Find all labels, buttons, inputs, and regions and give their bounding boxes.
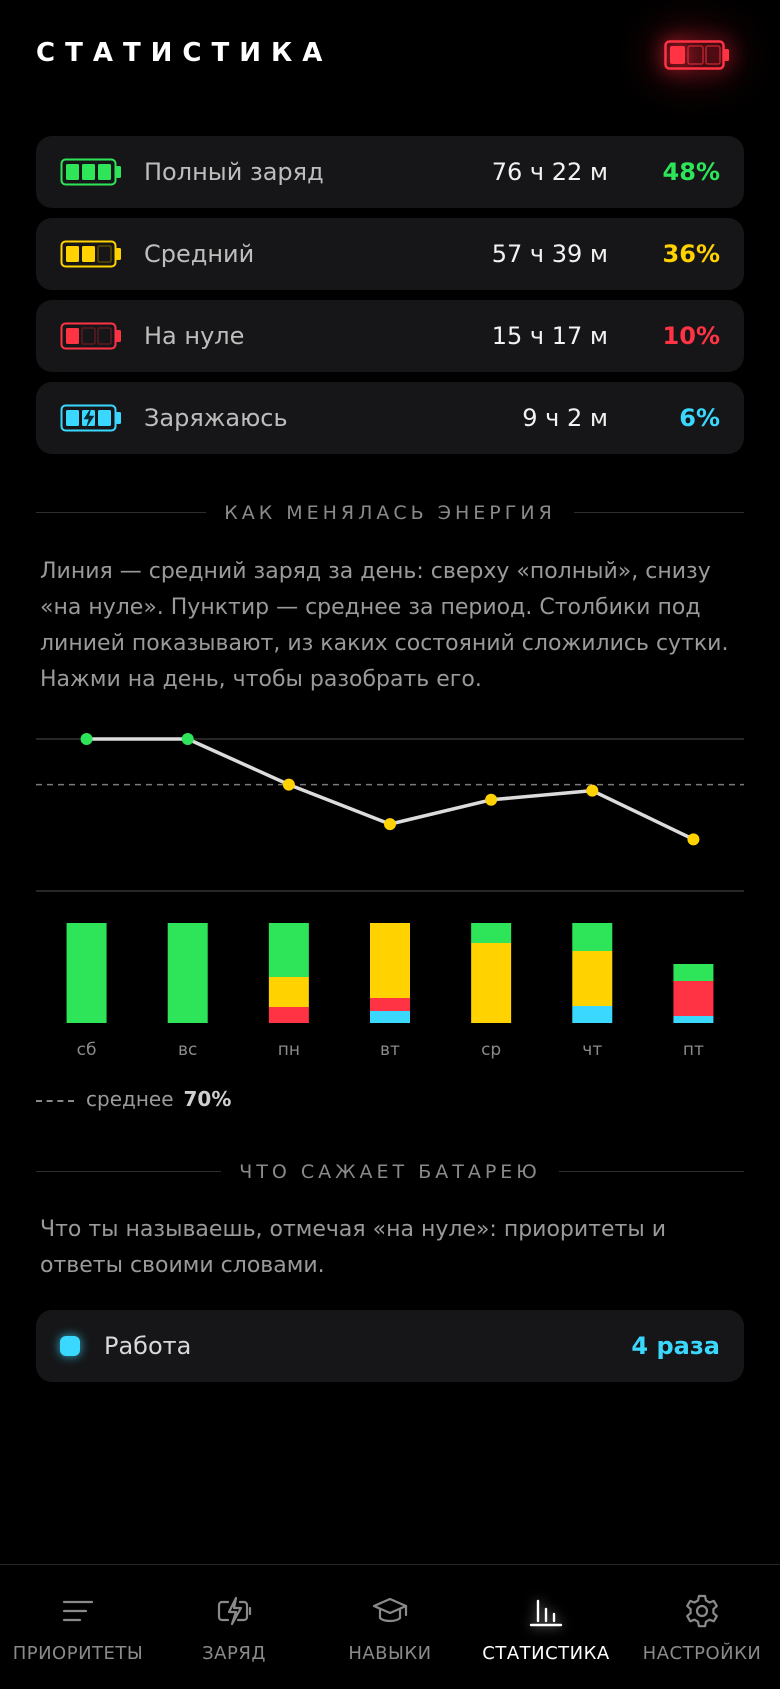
tab-skills[interactable]: НАВЫКИ bbox=[312, 1565, 468, 1689]
drain-section-title: ЧТО САЖАЕТ БАТАРЕЮ bbox=[221, 1161, 559, 1183]
stat-row-charging[interactable]: Заряжаюсь 9 ч 2 м 6% bbox=[36, 382, 744, 454]
bar-chart-icon bbox=[529, 1599, 563, 1627]
stat-duration: 57 ч 39 м bbox=[491, 240, 608, 268]
stat-label: Заряжаюсь bbox=[144, 404, 288, 432]
average-legend: среднее 70% bbox=[36, 1084, 231, 1114]
day-label: вс bbox=[178, 1040, 197, 1060]
drain-item-label: Работа bbox=[104, 1332, 192, 1360]
stacked-bar-segment bbox=[370, 1011, 410, 1023]
stacked-bar-segment bbox=[268, 923, 309, 977]
stacked-bar-segment bbox=[471, 943, 512, 1023]
gear-icon bbox=[686, 1594, 718, 1628]
day-label: пт bbox=[683, 1040, 704, 1060]
stat-row-empty[interactable]: На нуле 15 ч 17 м 10% bbox=[36, 300, 744, 372]
stacked-bar-segment bbox=[673, 981, 714, 1016]
stacked-bar-segment bbox=[268, 977, 309, 1007]
stat-duration: 9 ч 2 м bbox=[522, 404, 608, 432]
energy-section-header: КАК МЕНЯЛАСЬ ЭНЕРГИЯ bbox=[36, 498, 744, 528]
bottom-tab-bar: ПРИОРИТЕТЫ ЗАРЯД НАВЫКИ СТАТИСТИКА НАСТР… bbox=[0, 1564, 780, 1689]
stacked-bar-segment bbox=[572, 951, 613, 1006]
tab-label: ЗАРЯД bbox=[202, 1643, 266, 1664]
line-point bbox=[485, 793, 498, 806]
average-legend-label: среднее bbox=[86, 1087, 174, 1111]
stat-percent: 6% bbox=[679, 404, 720, 432]
drain-section-description: Что ты называешь, отмечая «на нуле»: при… bbox=[40, 1217, 667, 1278]
stat-percent: 10% bbox=[662, 322, 720, 350]
stat-duration: 76 ч 22 м bbox=[491, 158, 608, 186]
drain-item-work[interactable]: Работа 4 раза bbox=[36, 1310, 744, 1382]
graduation-cap-icon bbox=[372, 1597, 408, 1623]
stat-duration: 15 ч 17 м bbox=[491, 322, 608, 350]
battery-full-icon bbox=[60, 158, 121, 186]
tab-label: ПРИОРИТЕТЫ bbox=[12, 1643, 144, 1664]
line-point bbox=[384, 818, 396, 831]
energy-section-title: КАК МЕНЯЛАСЬ ЭНЕРГИЯ bbox=[206, 502, 574, 524]
stacked-bar-segment bbox=[572, 923, 613, 951]
charge-icon bbox=[217, 1596, 252, 1626]
energy-chart: сб вс пн вт ср чт пт bbox=[36, 733, 744, 1060]
tab-priorities[interactable]: ПРИОРИТЕТЫ bbox=[0, 1565, 156, 1689]
line-point bbox=[586, 784, 599, 797]
drain-section-header: ЧТО САЖАЕТ БАТАРЕЮ bbox=[36, 1157, 744, 1187]
battery-medium-icon bbox=[60, 240, 121, 268]
stacked-bar-segment bbox=[370, 998, 410, 1011]
tab-statistics[interactable]: СТАТИСТИКА bbox=[468, 1565, 624, 1689]
stat-label: Средний bbox=[144, 240, 255, 268]
stacked-bar-segment bbox=[370, 923, 410, 998]
line-point bbox=[282, 778, 295, 791]
line-point bbox=[687, 833, 700, 846]
tab-label: СТАТИСТИКА bbox=[482, 1643, 610, 1664]
dashed-line-icon bbox=[36, 1099, 74, 1102]
day-label: пн bbox=[278, 1040, 300, 1060]
battery-low-red-icon bbox=[664, 40, 729, 70]
day-label: сб bbox=[77, 1040, 97, 1060]
stat-percent: 48% bbox=[662, 158, 720, 186]
battery-empty-icon bbox=[60, 322, 121, 350]
tab-charge[interactable]: ЗАРЯД bbox=[156, 1565, 312, 1689]
day-label: чт bbox=[582, 1040, 602, 1060]
stacked-bar-segment bbox=[167, 923, 208, 1023]
tab-label: НАСТРОЙКИ bbox=[642, 1643, 762, 1664]
day-label: вт bbox=[380, 1040, 400, 1060]
list-icon bbox=[62, 1600, 94, 1622]
stacked-bar-segment bbox=[471, 923, 512, 943]
drain-item-count: 4 раза bbox=[631, 1332, 720, 1360]
battery-charging-icon bbox=[60, 404, 121, 432]
day-label: ср bbox=[481, 1040, 501, 1060]
line-point bbox=[80, 733, 93, 745]
energy-section-description: Линия — средний заряд за день: сверху «п… bbox=[40, 559, 729, 692]
average-legend-value: 70% bbox=[183, 1087, 232, 1111]
stat-row-medium[interactable]: Средний 57 ч 39 м 36% bbox=[36, 218, 744, 290]
category-color-dot bbox=[60, 1336, 80, 1356]
stat-row-full[interactable]: Полный заряд 76 ч 22 м 48% bbox=[36, 136, 744, 208]
tab-settings[interactable]: НАСТРОЙКИ bbox=[624, 1565, 780, 1689]
stacked-bar-segment bbox=[66, 923, 107, 1023]
tab-label: НАВЫКИ bbox=[348, 1643, 432, 1664]
stat-label: Полный заряд bbox=[144, 158, 324, 186]
stacked-bar-segment bbox=[572, 1006, 613, 1023]
stat-percent: 36% bbox=[662, 240, 720, 268]
page-title: СТАТИСТИКА bbox=[36, 38, 333, 68]
stacked-bar-segment bbox=[268, 1007, 309, 1023]
line-point bbox=[181, 733, 194, 745]
stacked-bar-segment bbox=[673, 1016, 714, 1023]
stat-label: На нуле bbox=[144, 322, 245, 350]
stacked-bar-segment bbox=[673, 964, 714, 981]
